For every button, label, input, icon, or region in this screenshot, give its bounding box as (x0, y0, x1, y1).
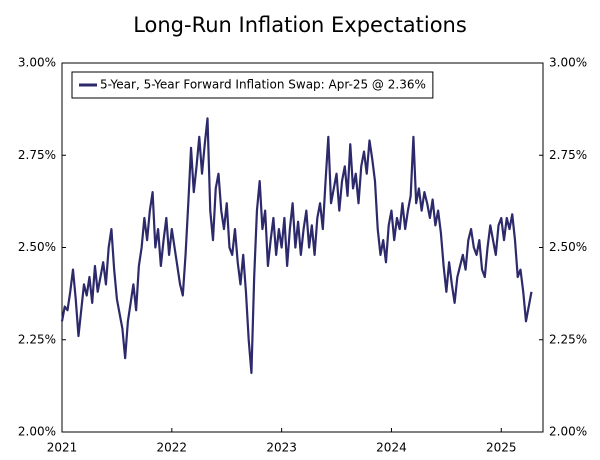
y2-tick-label: 2.50% (549, 240, 587, 254)
x-tick-label: 2025 (486, 441, 517, 455)
legend-box (71, 71, 434, 99)
x-tick-label: 2024 (376, 441, 407, 455)
y-tick-label: 3.00% (18, 56, 56, 70)
y-tick-label: 2.00% (18, 425, 56, 439)
y2-tick-label: 3.00% (549, 56, 587, 70)
y-tick-label: 2.75% (18, 148, 56, 162)
x-tick-label: 2022 (157, 441, 188, 455)
y2-tick-label: 2.75% (549, 148, 587, 162)
y-tick-label: 2.25% (18, 332, 56, 346)
legend: 5-Year, 5-Year Forward Inflation Swap: A… (71, 71, 434, 99)
y-tick-label: 2.50% (18, 240, 56, 254)
x-tick-label: 2021 (47, 441, 78, 455)
y2-tick-label: 2.25% (549, 332, 587, 346)
chart-title: Long-Run Inflation Expectations (133, 13, 467, 37)
legend-label: 5-Year, 5-Year Forward Inflation Swap: A… (100, 78, 426, 92)
x-tick-label: 2023 (266, 441, 297, 455)
series-line (60, 117, 533, 375)
y2-tick-label: 2.00% (549, 425, 587, 439)
